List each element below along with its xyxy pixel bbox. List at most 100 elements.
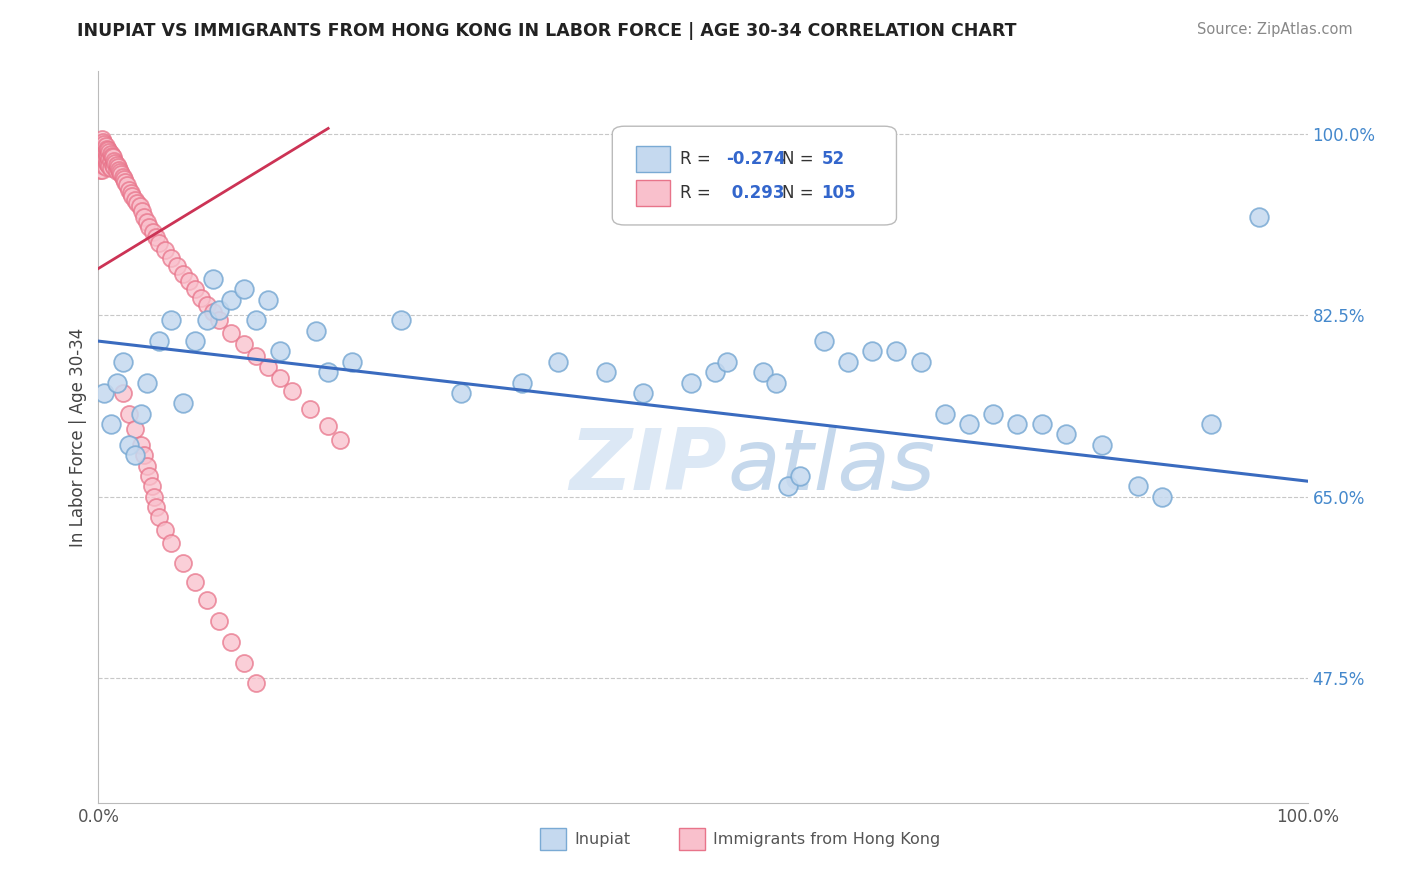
Text: N =: N = [782, 150, 818, 168]
Point [389, 313, 412, 327]
Point [98, 152, 121, 166]
Point [1199, 417, 1222, 431]
Point [103, 160, 125, 174]
Point [184, 574, 207, 589]
Point [776, 479, 799, 493]
Text: Source: ZipAtlas.com: Source: ZipAtlas.com [1197, 22, 1353, 37]
Point [128, 199, 150, 213]
Text: N =: N = [782, 184, 818, 202]
Point [90, 147, 112, 161]
Point [1091, 438, 1114, 452]
Point [91, 148, 114, 162]
Point [89, 142, 111, 156]
Text: -0.274: -0.274 [725, 150, 786, 168]
Point [91, 158, 114, 172]
Point [97, 143, 120, 157]
Point [97, 149, 120, 163]
Point [90, 136, 112, 151]
Point [1054, 427, 1077, 442]
Point [232, 282, 254, 296]
Point [96, 148, 118, 162]
Point [679, 376, 702, 390]
Point [110, 167, 132, 181]
Point [101, 158, 124, 172]
Point [837, 355, 859, 369]
Point [299, 401, 322, 416]
Point [108, 162, 131, 177]
Point [100, 417, 122, 431]
Point [91, 139, 114, 153]
Point [208, 313, 231, 327]
Point [103, 153, 125, 168]
Point [93, 153, 115, 167]
Point [153, 523, 176, 537]
Point [91, 132, 114, 146]
Point [143, 490, 166, 504]
Text: atlas: atlas [727, 425, 935, 508]
Point [886, 344, 908, 359]
Point [281, 384, 304, 398]
Text: Immigrants from Hong Kong: Immigrants from Hong Kong [713, 832, 941, 847]
Point [195, 593, 218, 607]
Point [245, 676, 267, 690]
Point [138, 219, 160, 234]
Point [752, 365, 775, 379]
Point [1007, 417, 1029, 431]
Point [1249, 210, 1271, 224]
Point [97, 157, 120, 171]
Point [160, 536, 183, 550]
Point [160, 251, 183, 265]
Point [94, 139, 117, 153]
Point [221, 293, 243, 307]
Point [111, 170, 134, 185]
Point [100, 149, 122, 163]
Point [124, 193, 146, 207]
Point [89, 136, 111, 151]
Point [148, 510, 170, 524]
Point [202, 272, 225, 286]
Point [91, 141, 114, 155]
Point [112, 172, 135, 186]
FancyBboxPatch shape [540, 829, 567, 850]
Point [153, 243, 176, 257]
Point [245, 349, 267, 363]
Point [134, 210, 156, 224]
Point [105, 158, 128, 172]
Text: ZIP: ZIP [569, 425, 727, 508]
Point [98, 145, 121, 160]
Text: 105: 105 [821, 184, 856, 202]
FancyBboxPatch shape [679, 829, 706, 850]
Point [118, 407, 141, 421]
Point [510, 376, 533, 390]
Point [981, 407, 1004, 421]
Point [704, 365, 727, 379]
Point [305, 324, 328, 338]
Point [256, 359, 278, 374]
FancyBboxPatch shape [637, 146, 671, 172]
Point [1031, 417, 1053, 431]
Point [789, 469, 811, 483]
Point [89, 153, 111, 167]
Point [124, 422, 146, 436]
Point [108, 165, 131, 179]
Point [124, 448, 146, 462]
Point [121, 189, 143, 203]
FancyBboxPatch shape [613, 126, 897, 225]
Point [100, 147, 122, 161]
Text: R =: R = [681, 150, 716, 168]
Point [98, 159, 121, 173]
Point [342, 355, 364, 369]
Point [860, 344, 883, 359]
Point [131, 204, 153, 219]
Point [129, 438, 152, 452]
Point [195, 298, 218, 312]
Point [138, 469, 160, 483]
Point [329, 433, 352, 447]
Point [145, 500, 167, 515]
Point [93, 386, 115, 401]
Point [1128, 479, 1150, 493]
Point [245, 313, 267, 327]
Point [208, 303, 231, 318]
Point [134, 448, 156, 462]
Point [120, 186, 142, 200]
